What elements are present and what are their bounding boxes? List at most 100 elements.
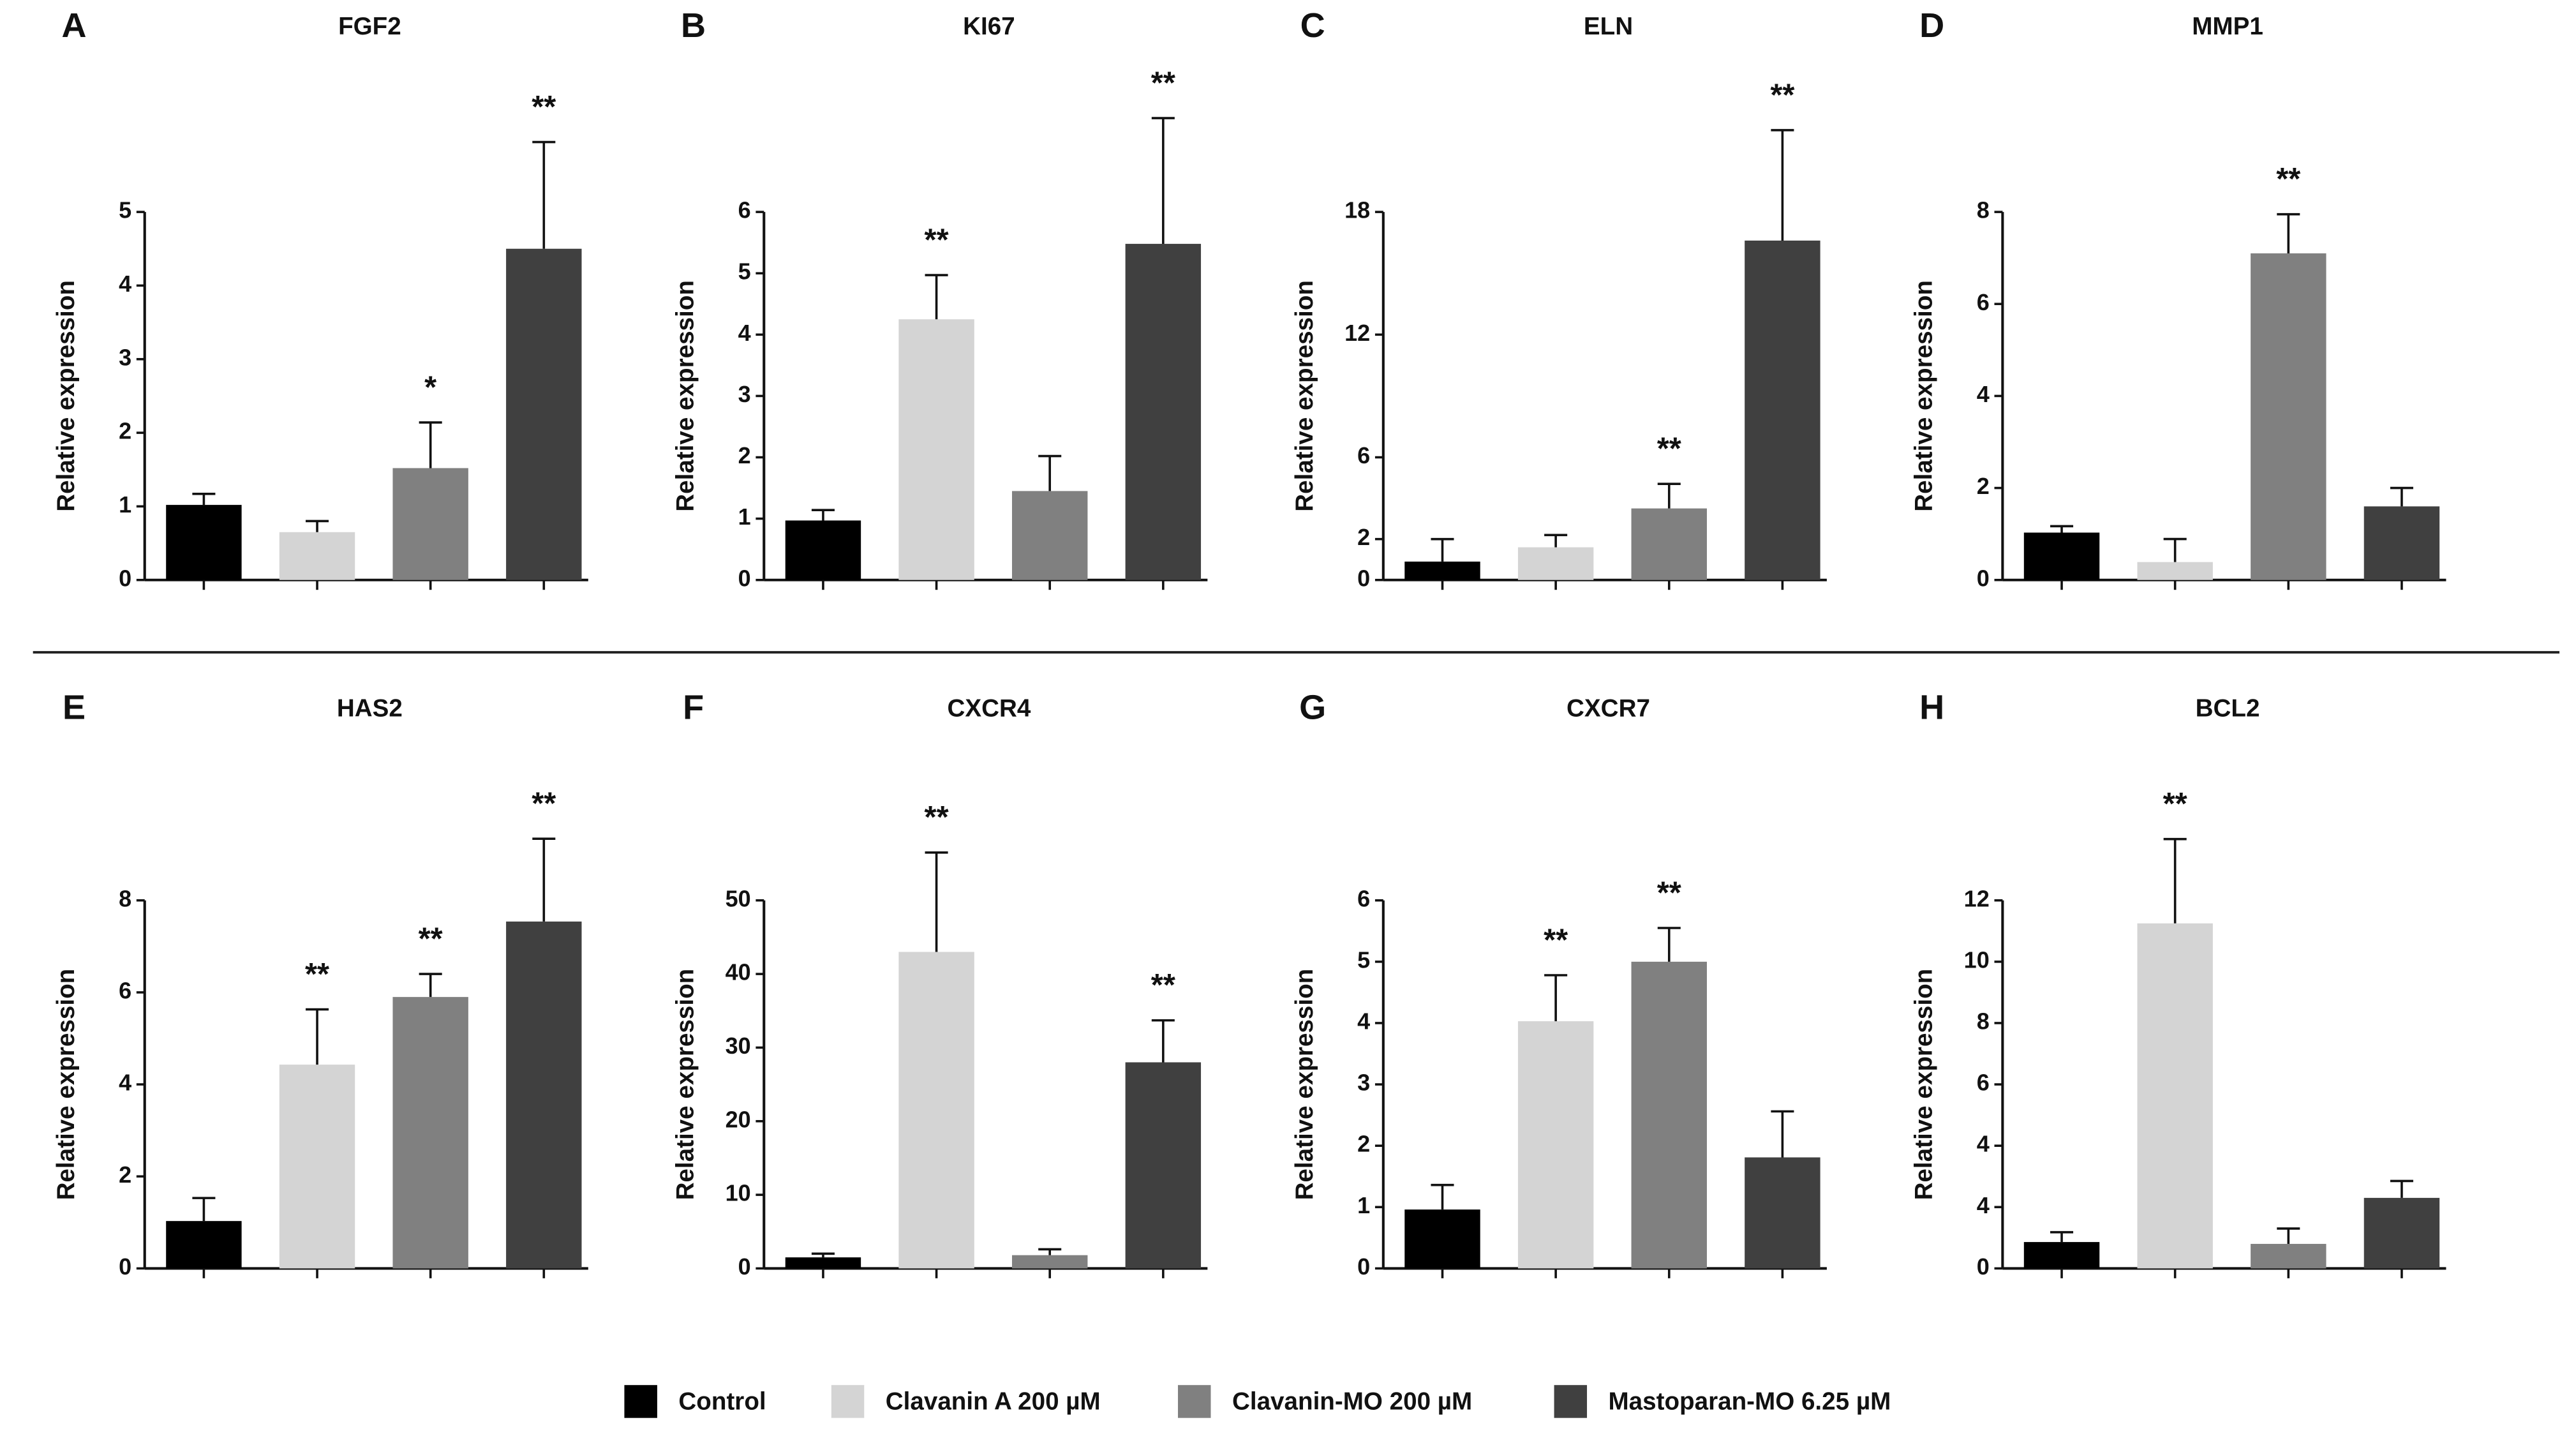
y-tick-label: 10 (726, 1180, 751, 1206)
significance: ** (419, 922, 443, 957)
legend-label: Clavanin A 200 µM (886, 1388, 1101, 1416)
y-tick-label: 6 (119, 977, 131, 1003)
bar (1404, 561, 1480, 580)
significance: ** (1770, 78, 1794, 112)
significance: ** (532, 787, 556, 821)
panel-title: MMP1 (2192, 13, 2263, 40)
bar (166, 505, 242, 580)
bar (2023, 532, 2100, 580)
y-tick-label: 3 (119, 344, 131, 370)
y-tick-label: 0 (1977, 565, 1990, 591)
bar (1517, 547, 1594, 580)
y-axis-label: Relative expression (1910, 969, 1938, 1200)
bar (2137, 562, 2213, 580)
y-axis-label: Relative expression (671, 969, 699, 1200)
bar (279, 1065, 355, 1269)
y-tick-label: 18 (1344, 197, 1370, 223)
legend-swatch (831, 1385, 865, 1418)
bar (279, 532, 355, 580)
y-tick-label: 20 (726, 1106, 751, 1132)
panel-title: ELN (1584, 13, 1633, 40)
y-axis-label: Relative expression (1910, 280, 1938, 512)
y-tick-label: 4 (1977, 381, 1990, 407)
y-tick-label: 4 (1357, 1008, 1370, 1034)
y-tick-label: 0 (119, 1253, 131, 1280)
y-tick-label: 12 (1964, 885, 1990, 911)
y-tick-label: 1 (119, 491, 131, 518)
y-axis-label: Relative expression (52, 969, 80, 1200)
significance: ** (1544, 923, 1568, 957)
panel-letter: H (1919, 688, 1944, 726)
bar (2251, 1243, 2327, 1269)
y-tick-label: 4 (119, 271, 131, 297)
bar (2364, 1197, 2440, 1269)
y-tick-label: 1 (1357, 1192, 1370, 1218)
y-tick-label: 5 (119, 197, 131, 223)
bar (1125, 244, 1202, 580)
significance: ** (305, 957, 329, 992)
significance: * (424, 370, 436, 405)
panel-title: HAS2 (337, 694, 403, 722)
y-tick-label: 2 (1357, 524, 1370, 550)
y-tick-label: 0 (738, 1253, 751, 1280)
bar (392, 468, 468, 580)
y-axis-label: Relative expression (1291, 969, 1318, 1200)
panel-title: FGF2 (338, 13, 401, 40)
y-tick-label: 12 (1344, 320, 1370, 346)
bar (1012, 491, 1088, 580)
significance: ** (925, 800, 949, 835)
panel-letter: B (681, 6, 706, 45)
legend-swatch (1554, 1385, 1588, 1418)
bar (392, 997, 468, 1269)
y-tick-label: 5 (1357, 946, 1370, 973)
y-tick-label: 4 (1977, 1192, 1990, 1218)
panel-letter: D (1919, 6, 1944, 45)
bar (898, 952, 974, 1269)
y-tick-label: 6 (1977, 289, 1990, 315)
y-tick-label: 2 (738, 442, 751, 468)
legend-swatch (624, 1385, 657, 1418)
y-tick-label: 0 (1977, 1253, 1990, 1280)
y-tick-label: 40 (726, 959, 751, 985)
bar (898, 319, 974, 580)
y-tick-label: 5 (738, 258, 751, 285)
bar (1631, 961, 1707, 1269)
bar (1404, 1209, 1480, 1269)
y-tick-label: 6 (1357, 885, 1370, 911)
y-tick-label: 0 (119, 565, 131, 591)
y-tick-label: 4 (1977, 1131, 1990, 1157)
bar (785, 520, 861, 580)
y-axis-label: Relative expression (52, 280, 80, 512)
significance: ** (1657, 432, 1681, 467)
bar (785, 1257, 861, 1269)
y-axis-label: Relative expression (671, 280, 699, 512)
significance: ** (1657, 876, 1681, 910)
bar (1012, 1255, 1088, 1269)
bar (1745, 1157, 1820, 1269)
significance: ** (925, 223, 949, 258)
bar (1745, 240, 1820, 580)
panel-letter: F (683, 688, 704, 726)
bar (1517, 1021, 1594, 1269)
y-tick-label: 0 (1357, 1253, 1370, 1280)
panel-letter: C (1300, 6, 1325, 45)
y-tick-label: 10 (1964, 946, 1990, 973)
legend-label: Mastoparan-MO 6.25 µM (1609, 1388, 1891, 1416)
significance: ** (2163, 787, 2187, 821)
y-tick-label: 2 (119, 418, 131, 444)
y-tick-label: 3 (738, 381, 751, 407)
bar (2023, 1242, 2100, 1269)
bar (2137, 923, 2213, 1269)
y-tick-label: 3 (1357, 1070, 1370, 1096)
significance: ** (2276, 162, 2300, 197)
significance: ** (532, 90, 556, 124)
y-tick-label: 30 (726, 1033, 751, 1059)
panel-title: CXCR4 (948, 694, 1031, 722)
significance: ** (1151, 66, 1175, 100)
y-tick-label: 8 (119, 885, 131, 911)
y-tick-label: 8 (1977, 1008, 1990, 1034)
y-tick-label: 4 (738, 320, 751, 346)
y-tick-label: 2 (119, 1162, 131, 1188)
legend-label: Clavanin-MO 200 µM (1232, 1388, 1472, 1416)
